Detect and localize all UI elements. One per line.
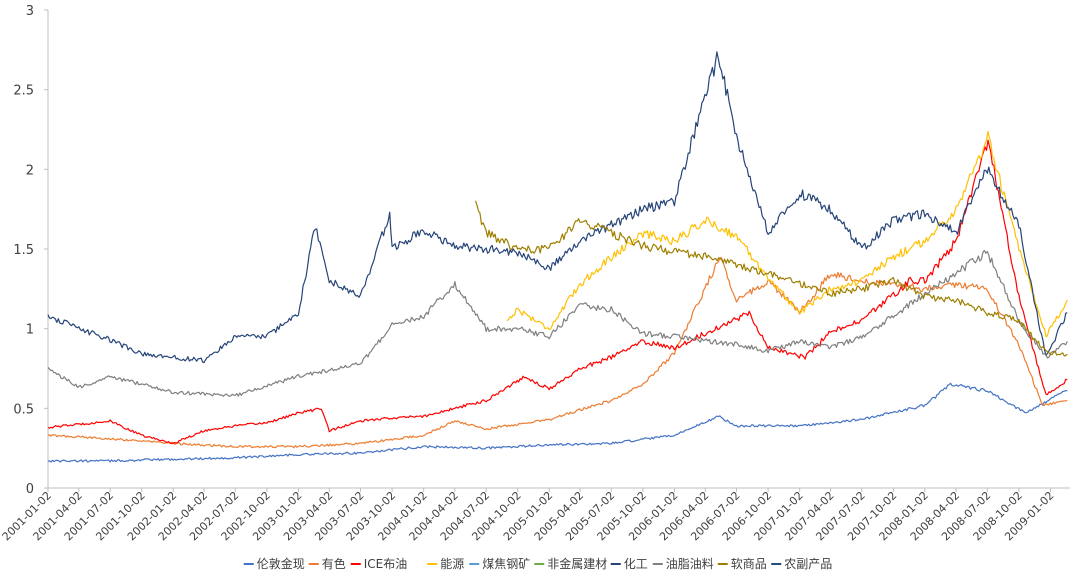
- series-layer: [47, 51, 1068, 463]
- legend-label-5: 非金属建材: [547, 556, 607, 571]
- legend-label-3: 能源: [440, 557, 464, 571]
- x-axis-ticks: 2001-01-022001-04-022001-07-022001-10-02…: [0, 488, 1057, 543]
- legend-label-9: 农副产品: [784, 557, 832, 571]
- legend-label-6: 化工: [624, 557, 648, 571]
- series-line-6: [47, 51, 1068, 364]
- legend-label-7: 油脂油料: [666, 556, 714, 571]
- y-tick-label: 0: [26, 482, 34, 497]
- legend-label-2: ICE布油: [364, 557, 408, 571]
- series-line-2: [47, 139, 1068, 445]
- y-axis-ticks: 0 0.5 1 1.5 2 2.5 3: [13, 4, 48, 497]
- series-line-8: [474, 200, 1068, 357]
- y-tick-label: 0.5: [13, 402, 34, 417]
- series-line-3: [506, 130, 1068, 338]
- series-line-1: [47, 257, 1068, 449]
- y-tick-label: 2.5: [13, 84, 34, 99]
- legend-label-4: 煤焦钢矿: [482, 557, 530, 571]
- y-tick-label: 3: [26, 4, 34, 19]
- legend: 伦敦金现 有色 ICE布油 能源 煤焦钢矿 非金属建材 化工 油脂油料 软商品 农副产品: [243, 556, 832, 571]
- y-tick-label: 2: [26, 163, 34, 178]
- legend-label-0: 伦敦金现: [257, 556, 305, 571]
- series-line-7: [47, 249, 1068, 397]
- y-tick-label: 1.5: [13, 243, 34, 258]
- legend-label-1: 有色: [322, 557, 346, 571]
- legend-label-8: 软商品: [731, 556, 767, 571]
- y-tick-label: 1: [26, 323, 34, 338]
- series-line-0: [47, 382, 1068, 463]
